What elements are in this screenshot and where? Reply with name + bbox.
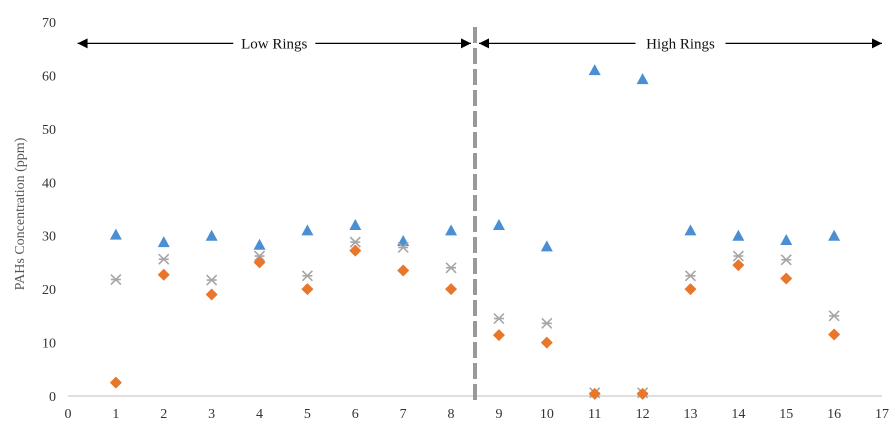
triangle-point [828, 229, 841, 241]
x-tick-label: 10 [540, 407, 554, 422]
diamond-point [492, 329, 505, 342]
y-tick-labels: 0 10 20 30 40 50 60 70 [42, 16, 56, 405]
star-point [828, 310, 840, 322]
diamond-point [301, 283, 314, 296]
region-label: High Rings [646, 36, 715, 52]
diamond-point [684, 283, 697, 296]
star-point [732, 250, 744, 262]
y-tick-label: 60 [42, 69, 56, 84]
x-tick-label: 11 [588, 407, 601, 422]
diamond-point [588, 387, 601, 400]
triangle-point [492, 219, 505, 231]
x-tick-label: 14 [731, 407, 745, 422]
triangle-point [684, 224, 697, 236]
x-tick-label: 7 [400, 407, 407, 422]
star-point [493, 312, 505, 325]
x-tick-label: 5 [304, 407, 311, 422]
star-point [301, 270, 313, 282]
x-tick-label: 13 [683, 407, 697, 422]
region-label-bg [635, 32, 726, 53]
diamond-point [109, 376, 122, 389]
x-tick-label: 6 [352, 407, 359, 422]
arrowhead-left-icon [479, 38, 489, 49]
y-tick-label: 0 [49, 390, 56, 405]
triangle-point [109, 228, 122, 240]
triangle-point [636, 73, 649, 85]
x-tick-label: 3 [208, 407, 215, 422]
triangle-point [301, 224, 314, 236]
region-label: Low Rings [241, 36, 307, 52]
x-tick-label: 16 [827, 407, 841, 422]
triangle-point [253, 238, 266, 250]
region-annotations: Low Rings High Rings [77, 27, 882, 402]
arrowhead-right-icon [461, 38, 471, 49]
x-tick-label: 12 [636, 407, 650, 422]
diamond-point [636, 387, 649, 400]
triangle-point [780, 233, 793, 245]
x-tick-labels: 0 1 2 3 4 5 6 7 8 9 10 11 12 13 14 15 16 17 [65, 407, 890, 422]
triangle-point [445, 224, 458, 236]
x-tick-label: 1 [112, 407, 119, 422]
star-point [445, 262, 457, 274]
star-point [541, 317, 553, 329]
diamond-point [349, 244, 362, 257]
triangle-point [588, 64, 601, 76]
triangle-point [157, 236, 170, 248]
x-tick-label: 17 [875, 407, 889, 422]
diamond-point [445, 283, 458, 296]
star-point [780, 254, 792, 266]
y-axis-title: PAHs Concentration (ppm) [13, 137, 28, 290]
y-tick-label: 30 [42, 230, 56, 245]
x-tick-label: 2 [160, 407, 167, 422]
diamond-point [253, 256, 266, 269]
star-point [397, 241, 409, 254]
star-point [684, 270, 697, 282]
x-tick-label: 15 [779, 407, 793, 422]
star-point [349, 236, 361, 248]
y-tick-label: 10 [42, 337, 56, 352]
y-tick-label: 50 [42, 123, 56, 138]
y-tick-label: 40 [42, 176, 56, 191]
region-label-bg [233, 32, 316, 53]
diamond-point [205, 288, 218, 301]
triangle-point [540, 240, 553, 252]
x-tick-label: 0 [65, 407, 72, 422]
triangle-point [732, 229, 745, 241]
x-tick-label: 9 [495, 407, 502, 422]
diamond-point [828, 328, 841, 341]
triangle-point [349, 219, 362, 231]
arrowhead-left-icon [77, 38, 88, 49]
triangle-point [205, 229, 218, 241]
diamond-point [540, 336, 553, 349]
diamond-point [157, 268, 170, 281]
star-point [110, 273, 122, 286]
diamond-point [732, 259, 745, 272]
arrowhead-right-icon [872, 38, 882, 49]
y-tick-label: 70 [42, 16, 56, 31]
diamond-point [780, 272, 793, 285]
x-tick-label: 4 [256, 407, 263, 422]
data-points [109, 64, 841, 400]
star-point [158, 253, 170, 265]
x-tick-label: 8 [448, 407, 455, 422]
triangle-point [397, 235, 410, 247]
y-tick-label: 20 [42, 283, 56, 298]
star-point [253, 250, 266, 262]
star-point [206, 274, 218, 286]
diamond-point [397, 264, 410, 277]
